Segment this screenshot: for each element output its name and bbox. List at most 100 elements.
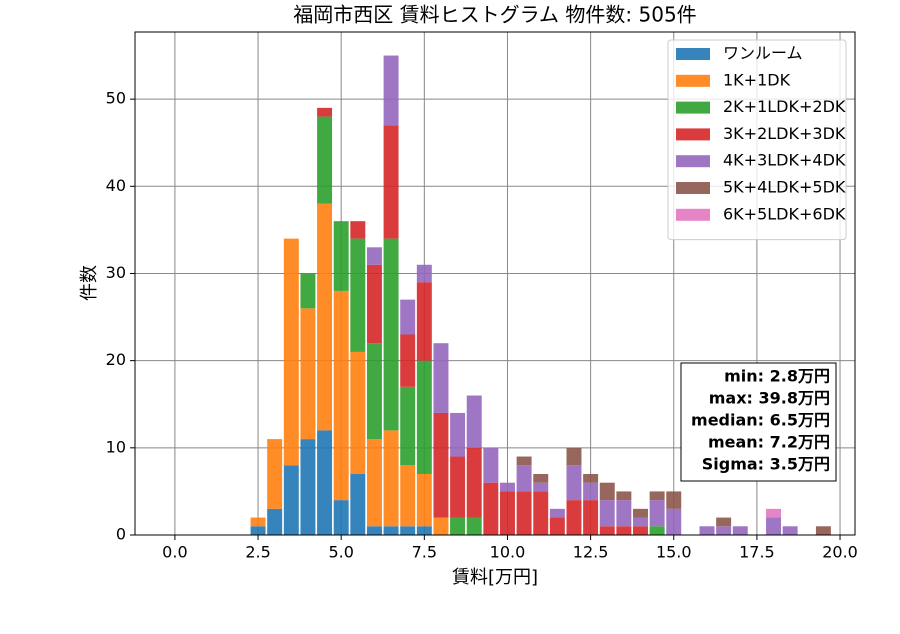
bar bbox=[616, 500, 632, 527]
x-tick-label: 17.5 bbox=[739, 543, 775, 562]
bar bbox=[400, 334, 416, 387]
y-tick-label: 40 bbox=[106, 176, 126, 195]
legend-label: 3K+2LDK+3DK bbox=[723, 124, 846, 143]
bar bbox=[466, 447, 482, 518]
bar bbox=[416, 282, 432, 361]
bar bbox=[466, 517, 482, 535]
bar bbox=[350, 473, 366, 535]
bar bbox=[400, 386, 416, 466]
bar bbox=[317, 203, 333, 431]
bar bbox=[699, 526, 715, 535]
stats-box bbox=[680, 362, 837, 482]
bar bbox=[782, 526, 798, 535]
bar bbox=[333, 500, 349, 535]
bar bbox=[649, 500, 665, 527]
bar bbox=[250, 526, 266, 535]
bar bbox=[383, 526, 399, 535]
bar bbox=[267, 508, 283, 535]
y-tick-label: 30 bbox=[106, 263, 126, 282]
legend-swatch bbox=[676, 128, 710, 141]
bar bbox=[616, 491, 632, 501]
x-tick-label: 0.0 bbox=[162, 543, 187, 562]
bar bbox=[716, 517, 732, 527]
legend-swatch bbox=[676, 101, 710, 114]
bar bbox=[350, 351, 366, 474]
legend-swatch bbox=[676, 208, 710, 221]
legend-box bbox=[667, 39, 847, 241]
bar bbox=[450, 517, 466, 535]
y-tick-label: 50 bbox=[106, 89, 126, 108]
bar bbox=[366, 264, 382, 344]
x-tick-label: 20.0 bbox=[822, 543, 858, 562]
bar bbox=[317, 116, 333, 204]
bar bbox=[383, 430, 399, 527]
bar bbox=[566, 447, 582, 466]
bar bbox=[300, 439, 316, 535]
bar bbox=[433, 412, 449, 518]
legend-label: 2K+1LDK+2DK bbox=[723, 97, 846, 116]
bar bbox=[300, 273, 316, 309]
bar bbox=[583, 482, 599, 501]
bar bbox=[317, 107, 333, 117]
bar bbox=[499, 491, 515, 535]
bar bbox=[350, 221, 366, 239]
bar bbox=[416, 473, 432, 527]
y-tick-label: 0 bbox=[116, 525, 126, 544]
bar bbox=[549, 508, 565, 518]
bar bbox=[716, 526, 732, 535]
bar bbox=[566, 500, 582, 535]
bar bbox=[599, 482, 615, 501]
bar bbox=[766, 517, 782, 535]
legend-swatch bbox=[676, 155, 710, 168]
bar bbox=[533, 491, 549, 535]
bar bbox=[649, 491, 665, 501]
bar bbox=[516, 456, 532, 466]
bar bbox=[317, 430, 333, 535]
legend-label: 6K+5LDK+6DK bbox=[723, 204, 846, 223]
stats-text: median: 6.5万円 bbox=[691, 411, 830, 430]
bar bbox=[616, 526, 632, 535]
legend-label: 1K+1DK bbox=[723, 70, 791, 89]
bar bbox=[450, 412, 466, 457]
x-tick-label: 10.0 bbox=[490, 543, 526, 562]
bar bbox=[250, 517, 266, 527]
bar bbox=[583, 473, 599, 483]
bar bbox=[566, 465, 582, 501]
bar bbox=[366, 439, 382, 527]
bar bbox=[666, 508, 682, 535]
bar bbox=[416, 264, 432, 283]
legend-label: 5K+4LDK+5DK bbox=[723, 178, 846, 197]
bar bbox=[766, 508, 782, 518]
bar bbox=[450, 456, 466, 518]
y-axis-label: 件数 bbox=[79, 265, 100, 301]
bar bbox=[400, 299, 416, 335]
bar bbox=[366, 526, 382, 535]
x-tick-label: 2.5 bbox=[245, 543, 270, 562]
bar bbox=[599, 526, 615, 535]
bar bbox=[533, 473, 549, 483]
bar bbox=[350, 238, 366, 352]
bar bbox=[416, 526, 432, 535]
bar bbox=[533, 482, 549, 492]
bar bbox=[383, 238, 399, 431]
y-tick-label: 20 bbox=[106, 350, 126, 369]
bar bbox=[400, 526, 416, 535]
bar bbox=[516, 491, 532, 535]
legend-label: ワンルーム bbox=[723, 44, 803, 63]
bar bbox=[599, 500, 615, 527]
bar bbox=[300, 308, 316, 440]
x-tick-label: 7.5 bbox=[412, 543, 437, 562]
bar bbox=[633, 517, 648, 527]
bar bbox=[516, 465, 532, 492]
legend-swatch bbox=[676, 48, 710, 60]
chart-title: 福岡市西区 賃料ヒストグラム 物件数: 505件 bbox=[293, 3, 696, 27]
bar bbox=[416, 360, 432, 474]
stats-text: mean: 7.2万円 bbox=[708, 433, 830, 452]
bar bbox=[366, 343, 382, 440]
bar bbox=[283, 238, 299, 466]
bar bbox=[333, 221, 349, 291]
bar bbox=[633, 508, 648, 518]
bar bbox=[283, 465, 299, 535]
bar bbox=[366, 247, 382, 265]
